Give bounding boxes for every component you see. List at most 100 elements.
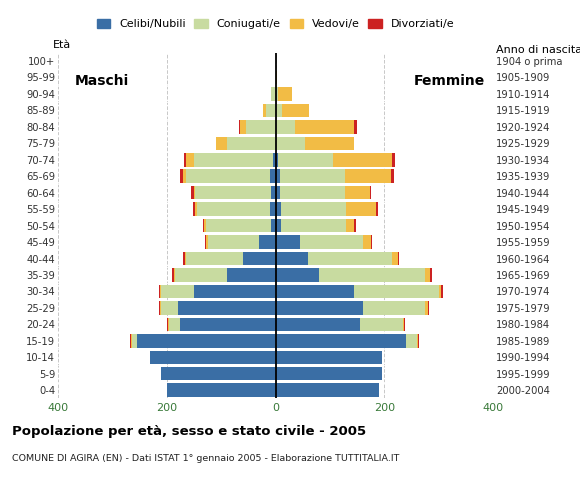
Text: Anno di nascita: Anno di nascita — [496, 45, 580, 55]
Bar — [393, 153, 395, 167]
Bar — [276, 169, 280, 183]
Bar — [346, 219, 354, 232]
Bar — [345, 169, 392, 183]
Bar — [180, 169, 183, 183]
Bar — [276, 219, 281, 232]
Bar — [195, 186, 271, 199]
Bar — [425, 301, 428, 314]
Bar — [227, 268, 276, 282]
Bar — [276, 252, 308, 265]
Bar — [183, 252, 184, 265]
Bar — [243, 252, 276, 265]
Bar — [281, 203, 346, 216]
Legend: Celibi/Nubili, Coniugati/e, Vedovi/e, Divorziati/e: Celibi/Nubili, Coniugati/e, Vedovi/e, Di… — [97, 19, 454, 29]
Bar — [430, 268, 432, 282]
Bar — [186, 153, 194, 167]
Bar — [259, 235, 276, 249]
Bar — [306, 137, 354, 150]
Bar — [191, 186, 194, 199]
Bar — [206, 219, 271, 232]
Bar — [441, 285, 443, 298]
Bar — [183, 169, 186, 183]
Bar — [276, 384, 379, 397]
Bar — [168, 318, 169, 331]
Bar — [270, 203, 276, 216]
Bar — [280, 169, 345, 183]
Bar — [406, 334, 417, 348]
Bar — [177, 301, 276, 314]
Bar — [161, 367, 276, 381]
Bar — [417, 334, 418, 348]
Bar — [270, 169, 276, 183]
Bar — [194, 186, 195, 199]
Bar — [195, 203, 197, 216]
Bar — [418, 334, 419, 348]
Bar — [205, 235, 206, 249]
Bar — [376, 203, 378, 216]
Bar — [150, 350, 276, 364]
Text: Popolazione per età, sesso e stato civile - 2005: Popolazione per età, sesso e stato civil… — [12, 425, 366, 438]
Bar — [282, 104, 309, 117]
Bar — [281, 219, 346, 232]
Bar — [266, 104, 275, 117]
Bar — [175, 268, 227, 282]
Bar — [276, 285, 354, 298]
Bar — [161, 285, 194, 298]
Bar — [169, 318, 180, 331]
Bar — [158, 285, 160, 298]
Bar — [276, 235, 300, 249]
Bar — [204, 219, 206, 232]
Bar — [216, 137, 227, 150]
Bar — [158, 301, 160, 314]
Bar — [273, 153, 275, 167]
Bar — [186, 169, 270, 183]
Text: COMUNE DI AGIRA (EN) - Dati ISTAT 1° gennaio 2005 - Elaborazione TUTTITALIA.IT: COMUNE DI AGIRA (EN) - Dati ISTAT 1° gen… — [12, 454, 399, 463]
Bar — [208, 235, 259, 249]
Bar — [276, 318, 360, 331]
Bar — [392, 169, 394, 183]
Bar — [137, 334, 276, 348]
Bar — [184, 252, 186, 265]
Bar — [319, 268, 425, 282]
Bar — [197, 203, 270, 216]
Bar — [276, 203, 281, 216]
Bar — [193, 203, 195, 216]
Bar — [206, 235, 208, 249]
Bar — [276, 87, 278, 101]
Bar — [180, 318, 276, 331]
Bar — [371, 235, 372, 249]
Bar — [160, 301, 161, 314]
Bar — [174, 268, 175, 282]
Bar — [428, 301, 429, 314]
Bar — [276, 137, 306, 150]
Bar — [160, 285, 161, 298]
Bar — [362, 235, 371, 249]
Bar — [295, 120, 354, 133]
Bar — [278, 153, 332, 167]
Bar — [369, 186, 371, 199]
Bar — [130, 334, 132, 348]
Bar — [227, 137, 276, 150]
Bar — [362, 301, 425, 314]
Bar — [403, 318, 404, 331]
Bar — [276, 350, 382, 364]
Bar — [276, 120, 295, 133]
Bar — [280, 186, 345, 199]
Bar — [425, 268, 430, 282]
Bar — [263, 104, 266, 117]
Bar — [345, 186, 369, 199]
Bar — [186, 252, 243, 265]
Bar — [346, 203, 376, 216]
Bar — [271, 186, 276, 199]
Text: Maschi: Maschi — [74, 74, 129, 88]
Bar — [276, 71, 277, 84]
Text: Età: Età — [53, 39, 71, 49]
Bar — [271, 219, 276, 232]
Text: Femmine: Femmine — [414, 74, 485, 88]
Bar — [308, 252, 393, 265]
Bar — [276, 367, 382, 381]
Bar — [438, 285, 441, 298]
Bar — [132, 334, 137, 348]
Bar — [184, 153, 186, 167]
Bar — [202, 219, 204, 232]
